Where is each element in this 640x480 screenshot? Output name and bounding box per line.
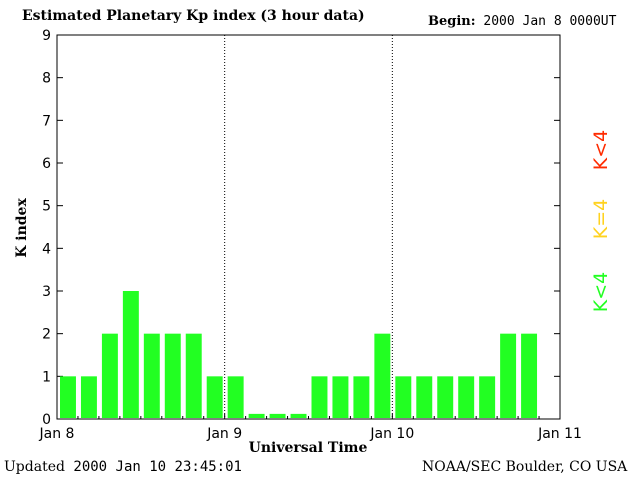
kp-bar <box>311 376 328 418</box>
kp-bar <box>395 376 412 418</box>
y-tick-label: 4 <box>42 241 51 257</box>
updated-value: 2000 Jan 10 23:45:01 <box>73 459 242 475</box>
kp-bar <box>269 413 286 418</box>
kp-bar <box>479 376 496 418</box>
begin-time: Begin: 2000 Jan 8 0000UT <box>428 14 616 29</box>
kp-bar <box>458 376 475 418</box>
kp-bar <box>437 376 454 418</box>
credit-text: NOAA/SEC Boulder, CO USA <box>422 459 628 475</box>
y-tick-label: 2 <box>42 327 51 343</box>
kp-bar <box>290 413 307 418</box>
begin-label: Begin: <box>428 14 476 29</box>
kp-bar <box>60 376 76 418</box>
kp-bar <box>80 376 97 418</box>
y-tick-label: 6 <box>42 156 51 172</box>
kp-bar <box>164 333 181 418</box>
updated-timestamp: Updated 2000 Jan 10 23:45:01 <box>4 459 242 475</box>
kp-bar <box>227 376 244 418</box>
y-tick-label: 8 <box>42 71 51 87</box>
updated-label: Updated <box>4 459 65 475</box>
legend-k-greater-4: K<4 <box>590 129 612 171</box>
legend-k-less-4: K<4 <box>590 271 612 313</box>
y-tick-label: 3 <box>42 284 51 300</box>
chart-title: Estimated Planetary Kp index (3 hour dat… <box>22 8 365 24</box>
kp-bar <box>185 333 202 418</box>
legend-k-equal-4: K=4 <box>590 198 612 240</box>
y-tick-label: 9 <box>42 28 51 44</box>
kp-bar <box>521 333 538 418</box>
y-tick-label: 0 <box>42 412 51 428</box>
kp-bar <box>122 291 139 418</box>
x-tick-label: Jan 10 <box>369 426 414 442</box>
kp-bar <box>248 413 265 418</box>
x-tick-label: Jan 11 <box>537 426 582 442</box>
y-axis-label: K index <box>14 198 30 258</box>
begin-value: 2000 Jan 8 0000UT <box>483 14 617 29</box>
y-tick-label: 5 <box>42 199 51 215</box>
kp-bar <box>206 376 223 418</box>
kp-bar <box>374 333 391 418</box>
kp-bar <box>353 376 370 418</box>
kp-bar <box>143 333 160 418</box>
y-tick-label: 1 <box>42 369 51 385</box>
x-tick-label: Jan 8 <box>39 426 75 442</box>
kp-bar <box>101 333 118 418</box>
kp-bar <box>500 333 517 418</box>
kp-bar <box>416 376 433 418</box>
x-tick-label: Jan 9 <box>206 426 242 442</box>
y-tick-label: 7 <box>42 113 51 129</box>
kp-bar <box>332 376 349 418</box>
x-axis-label: Universal Time <box>248 440 368 456</box>
